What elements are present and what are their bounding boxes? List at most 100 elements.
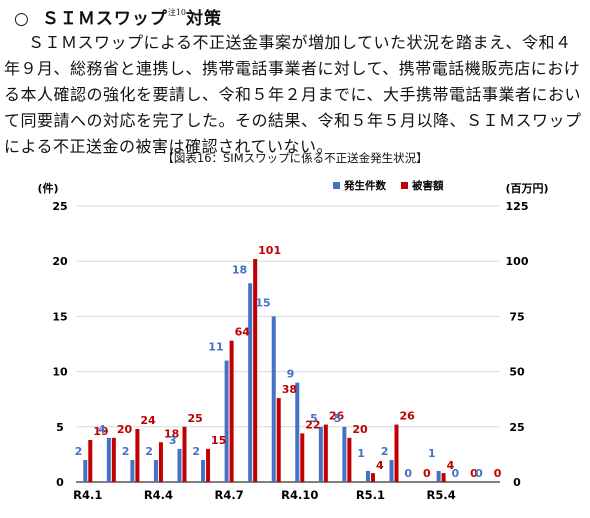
right-axis-title: (百万円): [505, 182, 548, 195]
right-tick-label: 0: [513, 476, 521, 489]
data-label-damage: 15: [211, 434, 226, 447]
x-tick-label: R4.4: [144, 488, 173, 502]
data-label-damage: 25: [188, 412, 203, 425]
bar-damage: [111, 437, 116, 482]
left-axis-title: (件): [37, 181, 58, 195]
bar-damage: [206, 448, 211, 482]
legend-label-damage: 被害額: [412, 179, 444, 192]
bar-damage: [347, 437, 352, 482]
bar-damage: [370, 473, 375, 482]
bar-cases: [295, 382, 300, 482]
right-tick-label: 125: [506, 200, 529, 213]
bar-cases: [342, 426, 347, 482]
bar-cases: [436, 470, 441, 482]
right-tick-label: 75: [509, 310, 524, 323]
data-label-damage: 64: [235, 326, 251, 339]
data-label-damage: 0: [494, 467, 502, 480]
bar-damage: [394, 424, 399, 482]
body-paragraph: ＳＩＭスワップによる不正送金事案が増加していた状況を踏まえ、令和４年９月、総務省…: [4, 33, 582, 156]
bar-cases: [389, 459, 394, 482]
data-label-cases: 0: [475, 467, 483, 480]
data-label-damage: 4: [376, 459, 384, 472]
x-tick-label: R4.1: [73, 488, 102, 502]
data-label-cases: 0: [452, 467, 460, 480]
data-label-damage: 20: [352, 423, 368, 436]
data-label-damage: 26: [400, 410, 416, 423]
data-label-damage: 38: [282, 383, 297, 396]
data-label-cases: 9: [287, 368, 295, 381]
bar-damage: [88, 440, 93, 482]
data-label-damage: 19: [93, 425, 108, 438]
data-label-cases: 18: [232, 263, 247, 276]
bar-damage: [253, 258, 258, 482]
data-label-damage: 20: [117, 423, 133, 436]
left-tick-label: 10: [52, 366, 68, 379]
bar-damage: [135, 429, 140, 482]
data-label-damage: 0: [470, 467, 478, 480]
bar-damage: [182, 426, 187, 482]
bar-cases: [271, 316, 276, 482]
bar-damage: [441, 473, 446, 482]
legend-swatch-cases: [333, 182, 340, 189]
data-label-damage: 4: [447, 459, 455, 472]
bar-damage: [300, 433, 305, 482]
left-tick-label: 20: [52, 255, 68, 268]
data-label-cases: 5: [334, 412, 342, 425]
left-tick-label: 0: [56, 476, 64, 489]
left-tick-label: 5: [56, 421, 64, 434]
data-label-damage: 22: [305, 418, 320, 431]
data-label-cases: 2: [192, 445, 200, 458]
bars: [83, 258, 446, 482]
legend-label-cases: 発生件数: [343, 179, 386, 192]
bar-cases: [83, 459, 88, 482]
right-tick-label: 100: [506, 255, 529, 268]
bar-damage: [276, 398, 281, 482]
heading-suffix: 対策: [186, 9, 223, 29]
bar-damage: [323, 424, 328, 482]
x-tick-label: R5.4: [426, 488, 455, 502]
data-label-cases: 2: [145, 445, 153, 458]
data-label-cases: 4: [98, 423, 106, 436]
legend-swatch-damage: [401, 182, 408, 189]
data-label-cases: 2: [122, 445, 130, 458]
gridlines: [76, 205, 500, 428]
data-label-cases: 2: [75, 445, 83, 458]
bar-cases: [130, 459, 135, 482]
x-tick-label: R5.1: [356, 488, 385, 502]
data-label-damage: 101: [258, 244, 281, 257]
circle-marker: ○: [14, 9, 30, 29]
data-label-cases: 5: [310, 412, 318, 425]
bar-cases: [177, 448, 182, 482]
bar-cases: [224, 360, 229, 482]
bar-cases: [201, 459, 206, 482]
bar-damage: [158, 442, 163, 482]
heading-title: ＳＩＭスワップ: [41, 9, 168, 29]
bar-cases: [365, 470, 370, 482]
bar-cases: [106, 437, 111, 482]
legend: 発生件数 被害額: [333, 179, 444, 192]
data-label-cases: 1: [428, 447, 436, 460]
bar-cases: [318, 426, 323, 482]
bar-damage: [229, 340, 234, 482]
right-tick-label: 25: [509, 421, 524, 434]
data-label-cases: 11: [208, 341, 223, 354]
section-heading: ○ ＳＩＭスワップ注10対策: [14, 4, 222, 29]
figure-caption: 【図表16：SIMスワップに係る不正送金発生状況】: [162, 151, 428, 165]
x-tick-label: R4.10: [281, 488, 318, 502]
data-label-damage: 18: [164, 427, 179, 440]
bar-cases: [153, 459, 158, 482]
left-tick-label: 15: [52, 310, 67, 323]
data-label-damage: 26: [329, 410, 345, 423]
right-tick-label: 50: [509, 366, 525, 379]
left-tick-label: 25: [52, 200, 67, 213]
data-label-cases: 2: [381, 445, 389, 458]
data-label-cases: 15: [255, 296, 270, 309]
data-label-cases: 0: [404, 467, 412, 480]
x-tick-label: R4.7: [214, 488, 243, 502]
footnote-ref: 注10: [167, 8, 187, 17]
data-label-cases: 1: [357, 447, 365, 460]
data-label-cases: 3: [169, 434, 177, 447]
